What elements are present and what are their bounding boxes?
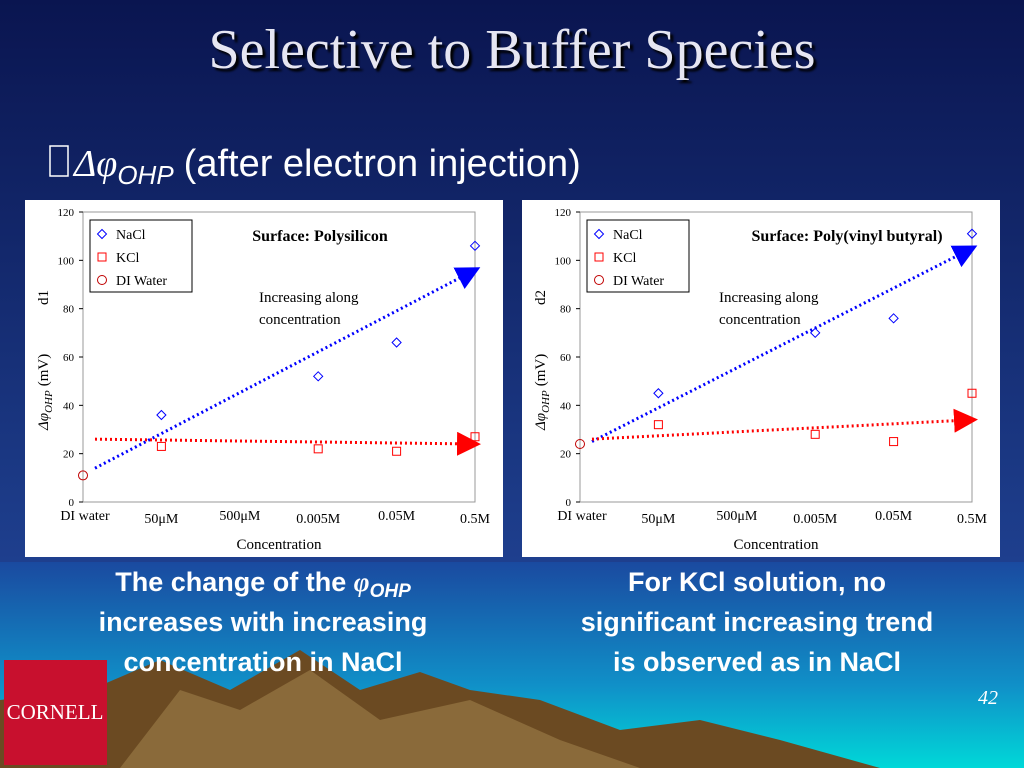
legend-label: DI Water [116,274,167,289]
x-axis-label: Concentration [734,537,819,553]
y-tick-label: 100 [555,255,572,267]
marker-square [653,420,663,430]
marker-diamond [156,409,167,421]
y-tick-label: 100 [58,255,75,267]
chart-title: Surface: Polysilicon [252,228,388,245]
x-tick-label: 50μM [641,512,676,527]
x-tick-label: 0.005M [296,512,341,527]
legend-label: DI Water [613,274,664,289]
marker-square [889,437,899,447]
legend-marker [594,252,604,262]
x-tick-label: DI water [557,509,607,524]
caption-line: is observed as in NaCl [613,647,901,677]
trendline [94,267,481,470]
x-tick-label: 0.005M [793,512,838,527]
x-axis-label: Concentration [237,537,322,553]
marker-circle [78,470,88,481]
caption-symbol: φ [354,567,370,597]
legend-marker [97,275,107,285]
marker-diamond [809,327,821,339]
y-tick-label: 20 [63,449,75,461]
bullet: ΔφOHP (after electron injection) [72,143,581,190]
trendline [94,431,481,456]
y-tick-label: 120 [58,207,75,219]
logo-box [4,660,107,765]
y-tick-label: 20 [560,449,572,461]
marker-diamond [888,313,899,324]
x-tick-label: 0.5M [957,512,988,527]
marker-diamond [653,388,664,399]
x-tick-label: DI water [60,509,110,524]
x-tick-label: 0.05M [875,509,913,524]
marker-square [470,432,480,442]
annotation: Increasing along [259,290,359,306]
y-axis-label: ΔφOHP (mV) [533,354,552,431]
annotation: concentration [719,312,801,328]
marker-circle [575,439,585,449]
caption-lead: The change of the φOHP [115,567,411,602]
y-tick-label: 80 [63,304,75,316]
bullet-text: (after electron injection) [184,143,581,185]
panel-label: d2 [533,290,549,305]
caption-line: increases with increasing [99,607,428,637]
marker-diamond [312,371,324,382]
trendline [591,408,978,441]
y-tick-label: 0 [566,497,572,509]
slide-title: Selective to Buffer Species [208,19,815,81]
y-tick-label: 40 [63,400,75,412]
legend-marker [593,228,605,240]
caption-line: For KCl solution, no [628,567,886,597]
y-tick-label: 60 [63,352,75,364]
x-tick-label: 0.05M [378,509,416,524]
trendline [591,245,978,443]
y-tick-label: 0 [69,497,75,509]
x-tick-label: 500μM [716,509,758,524]
y-axis-label: ΔφOHP (mV) [36,354,55,431]
legend-marker [96,228,108,240]
y-axis-unit: (mV) [533,354,549,387]
marker-diamond [469,240,481,252]
panel-label: d1 [36,290,52,305]
legend-label: KCl [116,251,139,266]
logo: CORNELL [7,700,104,724]
y-tick-label: 60 [560,352,572,364]
y-axis-symbol: Δφ [36,413,52,431]
y-axis-sub: OHP [540,390,552,413]
marker-diamond [391,337,402,348]
legend-label: NaCl [613,228,643,243]
annotation: concentration [259,312,341,328]
annotation: Increasing along [719,290,819,306]
marker-square [810,429,820,439]
marker-square [967,388,977,398]
legend-marker [97,252,107,262]
chart-title: Surface: Poly(vinyl butyral) [751,228,942,245]
caption-lead-text: The change of the [115,567,354,597]
x-tick-label: 50μM [144,512,179,527]
marker-square [313,444,323,454]
marker-square [156,441,166,451]
bullet-sub: OHP [117,160,174,190]
y-axis-sub: OHP [43,390,55,413]
caption-line: significant increasing trend [581,607,934,637]
y-tick-label: 120 [555,207,572,219]
page-number: 42 [978,687,998,709]
x-tick-label: 0.5M [460,512,491,527]
x-tick-label: 500μM [219,509,261,524]
caption-line: concentration in NaCl [123,647,402,677]
y-tick-label: 40 [560,400,572,412]
y-axis-unit: (mV) [36,354,52,387]
legend-marker [594,275,604,285]
mountains-light [120,670,640,768]
bullet-glyph [49,145,69,177]
y-axis-symbol: Δφ [533,413,549,431]
legend-label: KCl [613,251,636,266]
caption-sub: OHP [370,581,412,602]
bullet-symbol: Δφ [72,143,117,185]
y-tick-label: 80 [560,304,572,316]
legend-label: NaCl [116,228,146,243]
marker-diamond [966,228,978,239]
marker-square [392,446,402,456]
